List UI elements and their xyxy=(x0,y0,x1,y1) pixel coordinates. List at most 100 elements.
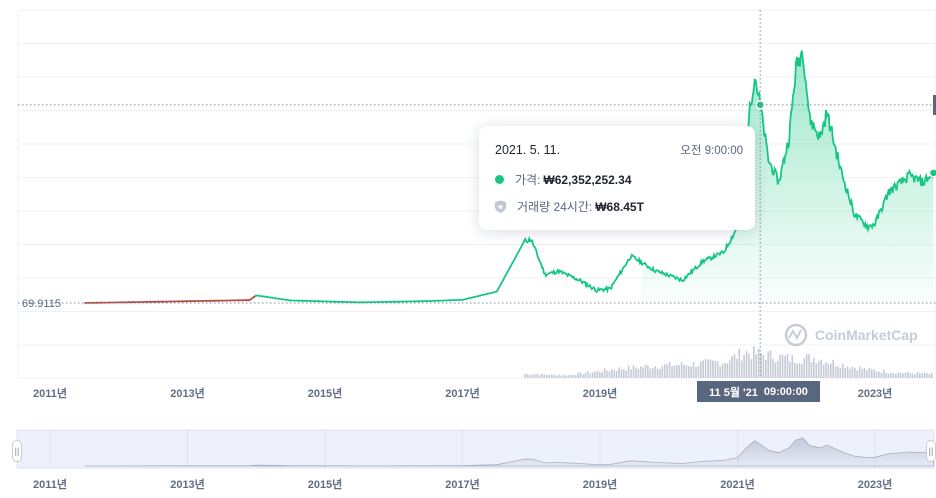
volume-bar xyxy=(740,360,743,378)
volume-bar xyxy=(534,374,536,378)
tooltip-price-row: 가격: ₩62,352,252.34 xyxy=(495,171,743,188)
volume-bar xyxy=(851,366,854,378)
price-area xyxy=(642,50,934,303)
volume-bar xyxy=(548,375,550,378)
crosshair-time: 09:00:00 xyxy=(763,385,808,398)
volume-bar xyxy=(762,355,765,378)
volume-bar xyxy=(866,370,868,378)
volume-bar xyxy=(728,360,731,378)
volume-bar xyxy=(685,365,688,378)
volume-bar xyxy=(830,363,832,378)
x-tick-label: 2015년 xyxy=(308,386,343,400)
navigator-right-handle[interactable]: || xyxy=(926,440,936,462)
chart-tooltip: 2021. 5. 11. 오전 9:00:00 가격: ₩62,352,252.… xyxy=(479,126,755,230)
volume-bar xyxy=(620,369,623,378)
volume-bar xyxy=(697,365,700,378)
volume-bar xyxy=(844,368,846,378)
volume-bar xyxy=(538,375,541,378)
tooltip-date: 2021. 5. 11. xyxy=(495,143,561,157)
volume-bar xyxy=(892,372,895,378)
x-tick-label: 2017년 xyxy=(445,386,480,400)
volume-bar xyxy=(676,365,678,378)
volume-bar xyxy=(813,357,815,378)
volume-bar xyxy=(594,371,596,378)
volume-bar xyxy=(894,374,897,378)
volume-bar xyxy=(923,372,926,378)
volume-bar xyxy=(769,350,772,378)
volume-bar xyxy=(659,368,661,378)
navigator-left-handle[interactable]: || xyxy=(12,440,22,462)
volume-bar xyxy=(909,373,911,378)
volume-bar xyxy=(558,375,560,378)
volume-bar xyxy=(586,371,589,378)
volume-bar xyxy=(661,366,664,378)
tooltip-price-label: 가격: xyxy=(515,173,541,187)
volume-bar xyxy=(738,348,741,378)
price-area-fill xyxy=(642,50,934,303)
baseline-reference-label: 69.9115 xyxy=(22,298,61,310)
volume-bar xyxy=(839,368,842,378)
volume-bar xyxy=(887,373,890,378)
x-tick-label: 2011년 xyxy=(33,386,67,400)
grip-icon: || xyxy=(928,446,934,456)
volume-bar xyxy=(589,373,591,378)
volume-bar xyxy=(919,373,921,378)
volume-bar xyxy=(878,371,880,378)
volume-bar xyxy=(637,368,640,378)
volume-bar xyxy=(582,374,584,378)
volume-bar xyxy=(793,362,796,378)
volume-bar xyxy=(837,366,839,378)
volume-bar xyxy=(870,369,873,378)
coinmarketcap-logo-mark xyxy=(788,328,802,341)
volume-bar xyxy=(842,363,844,378)
volume-bar xyxy=(707,359,709,378)
volume-bar xyxy=(603,368,606,378)
coinmarketcap-watermark: CoinMarketCap xyxy=(784,323,918,347)
range-navigator[interactable] xyxy=(16,429,935,469)
volume-bar xyxy=(873,369,875,378)
navigator-tick-label: 2023년 xyxy=(858,477,893,491)
volume-bar xyxy=(543,374,546,378)
volume-bar xyxy=(702,360,704,378)
volume-bar xyxy=(801,363,803,378)
volume-bar xyxy=(560,375,563,378)
volume-bar xyxy=(748,353,750,378)
price-lines xyxy=(84,50,936,304)
reference-lines: 69.9115 xyxy=(18,10,936,378)
crosshair-x-label: 11 5월 '21 09:00:00 xyxy=(697,381,820,402)
tooltip-volume-row: 거래량 24시간: ₩68.45T xyxy=(494,198,743,215)
volume-bar xyxy=(642,367,644,378)
volume-bar xyxy=(736,359,738,378)
volume-bar xyxy=(755,354,757,378)
watermark-text: CoinMarketCap xyxy=(815,327,918,343)
x-tick-label: 2013년 xyxy=(170,386,205,400)
volume-bar xyxy=(663,364,666,378)
volume-bar xyxy=(632,365,635,378)
volume-bar xyxy=(526,373,529,378)
volume-bar xyxy=(772,359,774,378)
volume-bar xyxy=(579,372,582,378)
volume-bars xyxy=(524,346,933,378)
volume-bar xyxy=(921,373,923,378)
volume-bar xyxy=(863,367,866,378)
volume-bar xyxy=(584,373,587,378)
price-line-below-reference xyxy=(84,294,257,304)
volume-bar xyxy=(553,374,555,378)
volume-bar xyxy=(827,363,830,378)
volume-bar xyxy=(745,351,748,378)
volume-bar xyxy=(882,369,885,378)
volume-bar xyxy=(613,370,615,378)
volume-bar xyxy=(623,369,625,378)
navigator-mini-series xyxy=(84,437,934,467)
volume-bar xyxy=(567,374,570,378)
grid-lines xyxy=(17,9,936,379)
volume-bar xyxy=(608,371,611,378)
volume-bar xyxy=(784,355,786,378)
volume-bar xyxy=(712,360,714,378)
volume-bar xyxy=(700,361,702,378)
volume-bar xyxy=(627,365,630,378)
navigator-tick-label: 2013년 xyxy=(170,477,205,491)
x-tick-label: 2023년 xyxy=(858,386,893,400)
coinmarketcap-logo-icon xyxy=(784,323,808,347)
